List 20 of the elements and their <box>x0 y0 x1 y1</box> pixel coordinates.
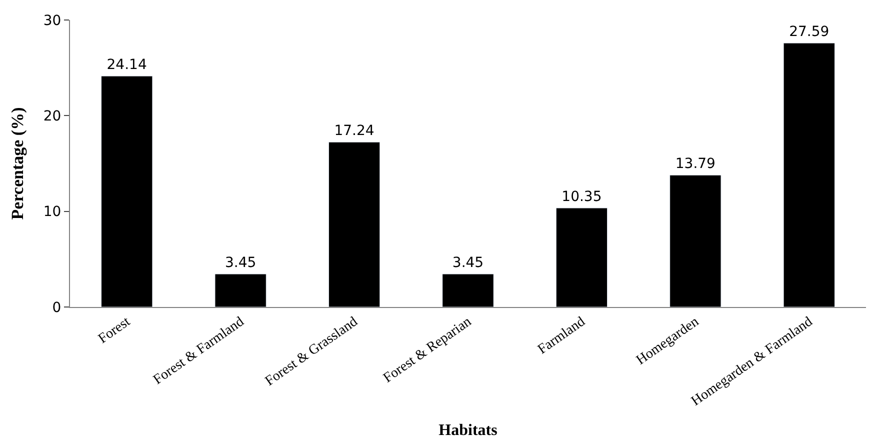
y-tick-label: 30 <box>43 12 62 29</box>
bar <box>670 174 722 307</box>
data-label: 17.24 <box>334 123 374 140</box>
bar <box>783 42 835 307</box>
y-tick-label: 20 <box>43 108 62 125</box>
bar <box>442 274 494 307</box>
bar <box>101 76 153 307</box>
bar <box>556 208 608 307</box>
data-label: 27.59 <box>789 24 830 40</box>
data-label: 3.45 <box>224 255 256 271</box>
y-tick-label: 10 <box>43 204 62 220</box>
data-label: 10.35 <box>562 188 602 205</box>
x-axis-title: Habitats <box>438 422 498 440</box>
y-axis-title: Percentage (%) <box>8 107 27 220</box>
bar <box>328 142 380 307</box>
y-tick-label: 0 <box>52 300 62 316</box>
data-label: 3.45 <box>452 255 484 271</box>
data-label: 13.79 <box>675 156 716 172</box>
bar <box>214 274 266 307</box>
data-label: 24.14 <box>106 57 147 74</box>
